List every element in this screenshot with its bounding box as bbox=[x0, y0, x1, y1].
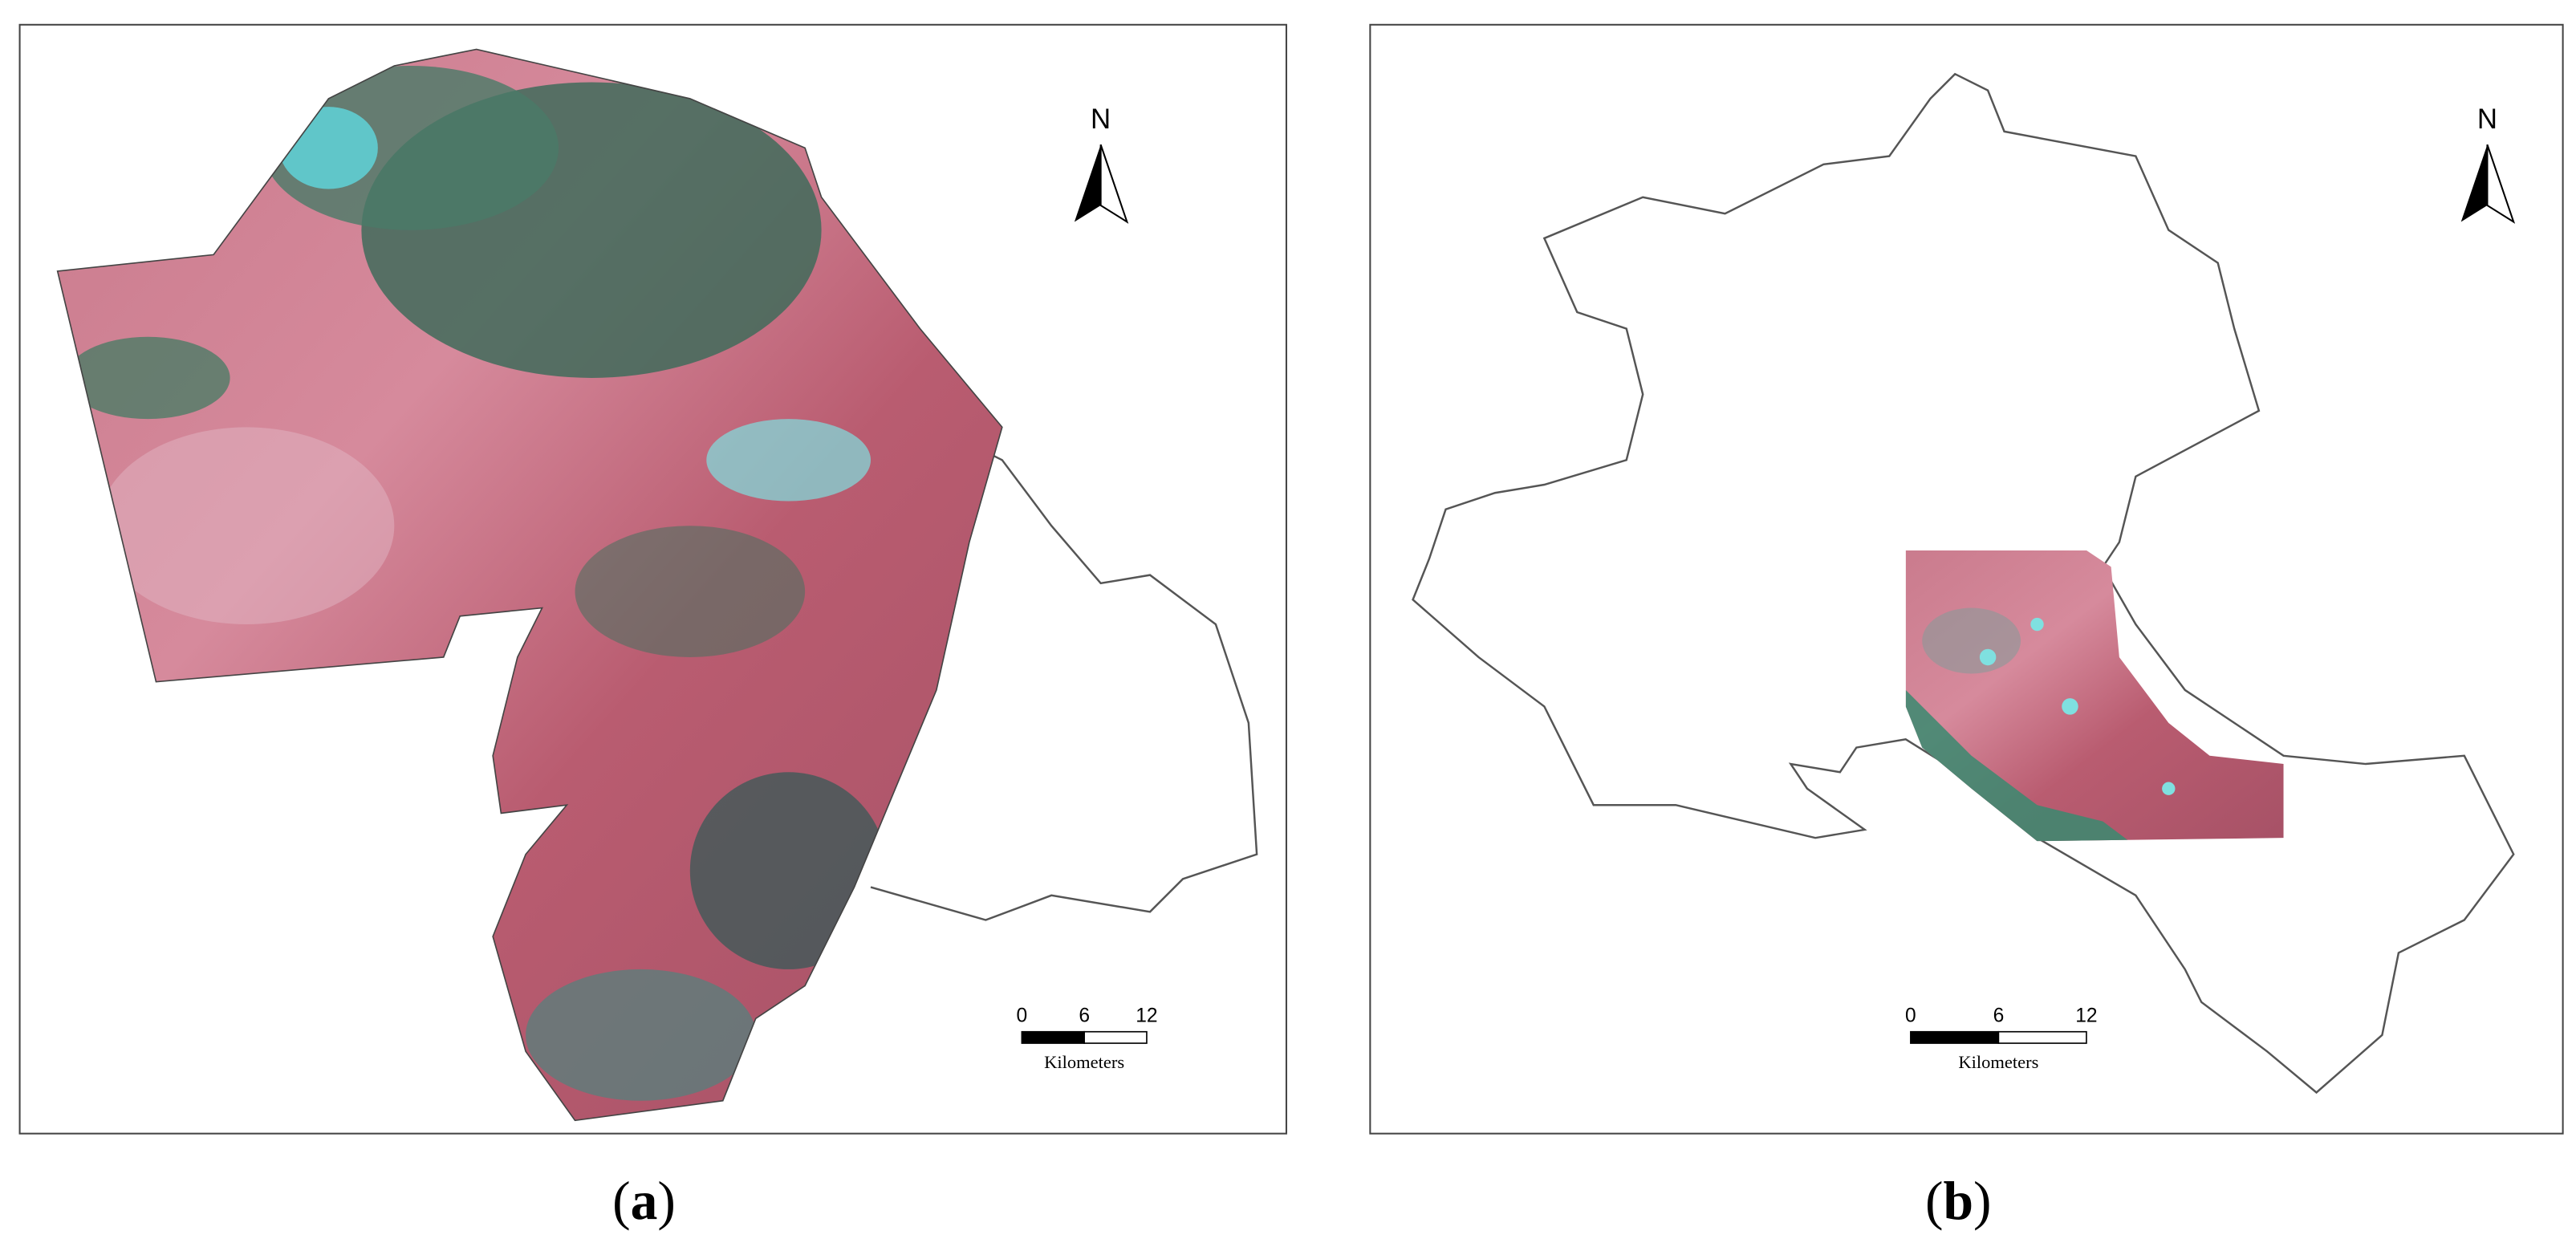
scale-segment bbox=[1910, 1030, 2000, 1044]
scale-segment bbox=[1021, 1030, 1085, 1044]
boundary bbox=[870, 442, 1258, 921]
scale-label: 0 bbox=[1017, 1005, 1028, 1026]
scale-label: 12 bbox=[2075, 1005, 2097, 1026]
scale-label: 12 bbox=[1136, 1005, 1157, 1026]
scale-label: 0 bbox=[1905, 1005, 1916, 1026]
caption: (a) bbox=[612, 1171, 676, 1231]
boundary bbox=[1412, 72, 2515, 1095]
north-label: N bbox=[2477, 104, 2497, 135]
scale-label: 6 bbox=[1993, 1005, 2005, 1026]
image-outline bbox=[56, 48, 1003, 1122]
north-arrow bbox=[2486, 144, 2516, 224]
scale-segment bbox=[1997, 1030, 2087, 1044]
north-label: N bbox=[1091, 104, 1111, 135]
north-arrow bbox=[1099, 144, 1129, 224]
scale-unit: Kilometers bbox=[1044, 1052, 1124, 1072]
scale-segment bbox=[1083, 1030, 1148, 1044]
caption: (b) bbox=[1925, 1171, 1992, 1231]
scale-unit: Kilometers bbox=[1958, 1052, 2038, 1072]
scale-label: 6 bbox=[1079, 1005, 1090, 1026]
